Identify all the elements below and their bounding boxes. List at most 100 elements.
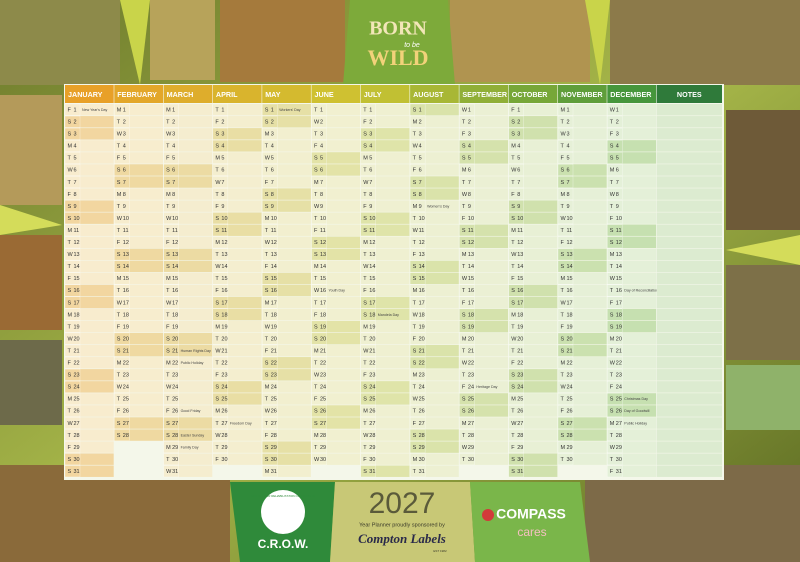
day-tab	[64, 103, 81, 116]
day-tab	[607, 139, 623, 152]
day-cell	[410, 128, 459, 140]
day-tab	[262, 308, 278, 321]
weekday: S	[117, 348, 121, 354]
day-tab	[607, 212, 623, 225]
holiday: Mandela Day	[378, 313, 399, 317]
day-cell	[262, 381, 311, 393]
day-tab	[508, 152, 524, 164]
day-cell	[163, 164, 213, 176]
day-cell	[558, 164, 607, 176]
date: 3	[320, 132, 323, 138]
notes-cell	[656, 188, 722, 200]
photo-dogs	[726, 265, 800, 360]
day-tab	[163, 212, 179, 225]
weekday: M	[314, 180, 319, 186]
day-tab	[163, 272, 179, 285]
day-cell	[262, 441, 311, 453]
day-cell	[607, 152, 656, 164]
date: 9	[468, 204, 471, 210]
date: 14	[123, 264, 129, 270]
weekday: S	[610, 240, 614, 246]
day-tab	[360, 308, 376, 321]
day-tab	[212, 236, 229, 249]
weekday: F	[610, 385, 614, 391]
month-header-cell	[311, 85, 361, 103]
day-tab	[508, 356, 524, 369]
day-cell	[212, 345, 262, 357]
day-cell	[508, 116, 558, 128]
date: 13	[468, 252, 474, 258]
date: 16	[468, 288, 474, 294]
weekday: S	[511, 288, 515, 294]
day-tab	[64, 417, 81, 429]
day-tab	[607, 103, 623, 116]
weekday: S	[68, 300, 72, 306]
weekday: W	[166, 132, 172, 138]
weekday: S	[117, 180, 121, 186]
weekday: W	[561, 132, 567, 138]
weekday: W	[166, 216, 172, 222]
day-cell	[459, 200, 509, 212]
weekday: M	[462, 421, 467, 427]
day-tab	[607, 429, 623, 441]
weekday: F	[413, 421, 417, 427]
date: 6	[320, 168, 323, 174]
day-tab	[459, 139, 475, 152]
day-tab	[607, 320, 623, 333]
day-tab	[212, 248, 229, 261]
weekday: T	[68, 433, 72, 439]
date: 3	[172, 132, 175, 138]
day-cell	[65, 164, 114, 176]
notes-cell	[656, 393, 722, 405]
day-tab	[64, 139, 81, 152]
sponsor-est: EST 1982	[433, 549, 447, 553]
date: 7	[369, 180, 372, 186]
month-header-cell	[459, 85, 509, 103]
weekday: W	[610, 276, 616, 282]
day-cell	[558, 236, 607, 248]
day-cell	[459, 453, 509, 465]
date: 12	[271, 240, 277, 246]
day-tab	[64, 332, 81, 345]
day-tab	[311, 368, 327, 381]
date: 25	[221, 397, 227, 403]
day-cell	[212, 453, 262, 465]
weekday: S	[215, 300, 219, 306]
weekday: M	[265, 300, 270, 306]
date: 14	[419, 264, 425, 270]
date: 10	[616, 216, 622, 222]
day-cell	[360, 260, 410, 273]
day-tab	[607, 224, 623, 237]
date: 25	[320, 397, 326, 403]
weekday: S	[610, 144, 614, 150]
date: 13	[419, 252, 425, 258]
date: 29	[74, 445, 80, 451]
day-cell	[508, 393, 558, 405]
day-cell	[508, 296, 558, 309]
day-tab	[64, 320, 81, 333]
day-tab	[360, 368, 376, 381]
day-cell	[163, 308, 213, 321]
date: 15	[369, 276, 375, 282]
day-tab	[212, 260, 229, 273]
day-cell	[212, 284, 262, 297]
date: 12	[221, 240, 227, 246]
date: 12	[74, 240, 80, 246]
day-cell	[65, 393, 114, 405]
day-cell	[65, 417, 114, 429]
weekday: F	[363, 120, 367, 126]
day-tab	[557, 332, 574, 345]
weekday: S	[561, 264, 565, 270]
day-cell	[360, 200, 410, 212]
weekday: T	[561, 144, 565, 150]
date: 16	[320, 288, 326, 294]
date: 26	[221, 409, 227, 415]
day-cell	[607, 224, 656, 236]
weekday: F	[215, 373, 219, 379]
day-tab	[360, 405, 376, 417]
weekday: T	[363, 252, 367, 258]
weekday: S	[265, 445, 269, 451]
day-tab	[459, 248, 475, 261]
weekday: S	[166, 264, 170, 270]
day-tab	[114, 115, 130, 128]
